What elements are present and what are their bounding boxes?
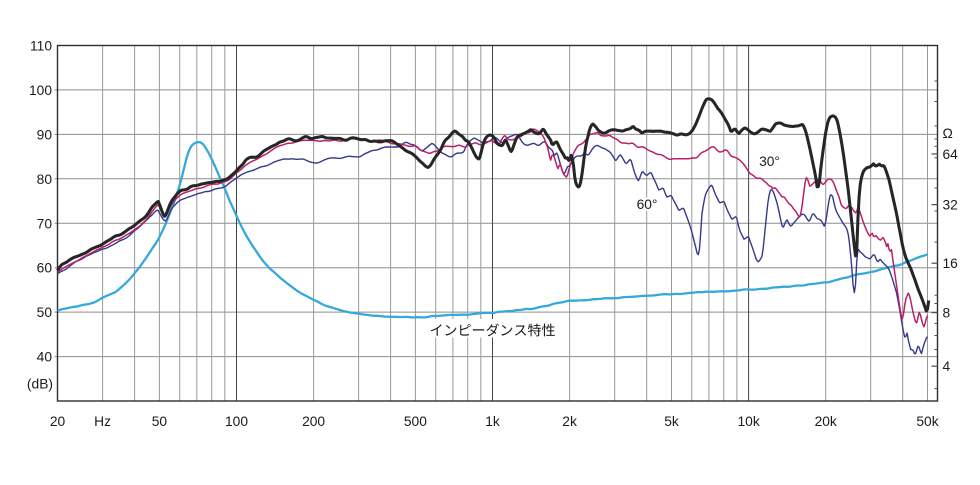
svg-text:20: 20 <box>50 414 66 429</box>
svg-text:500: 500 <box>404 414 427 429</box>
svg-text:40: 40 <box>37 350 53 365</box>
svg-text:5k: 5k <box>664 414 679 429</box>
svg-text:Hz: Hz <box>94 414 111 429</box>
svg-text:30°: 30° <box>759 154 780 169</box>
svg-text:2k: 2k <box>562 414 577 429</box>
svg-text:50: 50 <box>152 414 168 429</box>
svg-text:100: 100 <box>29 83 52 98</box>
svg-text:16: 16 <box>943 256 959 271</box>
svg-text:60°: 60° <box>637 197 658 212</box>
svg-text:20k: 20k <box>815 414 837 429</box>
svg-text:200: 200 <box>302 414 325 429</box>
svg-text:100: 100 <box>225 414 248 429</box>
svg-text:32: 32 <box>943 198 958 213</box>
svg-text:60: 60 <box>37 261 53 276</box>
svg-text:4: 4 <box>943 359 951 374</box>
svg-text:70: 70 <box>37 216 53 231</box>
svg-text:Ω: Ω <box>943 126 953 141</box>
svg-text:90: 90 <box>37 127 53 142</box>
svg-text:110: 110 <box>30 39 52 54</box>
svg-text:8: 8 <box>943 306 951 321</box>
svg-text:50k: 50k <box>916 414 938 429</box>
svg-text:1k: 1k <box>485 414 500 429</box>
svg-text:(dB): (dB) <box>27 377 53 392</box>
svg-text:80: 80 <box>37 172 53 187</box>
svg-text:64: 64 <box>943 147 959 162</box>
svg-text:50: 50 <box>37 305 53 320</box>
svg-text:10k: 10k <box>737 414 759 429</box>
